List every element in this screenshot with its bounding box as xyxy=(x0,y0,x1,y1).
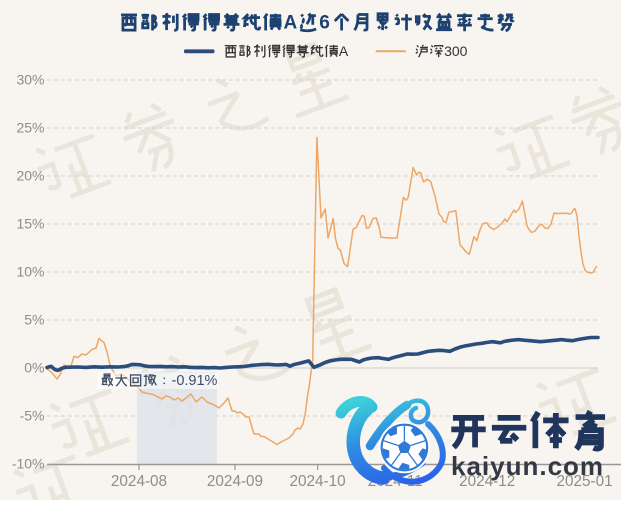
svg-text:2024-12: 2024-12 xyxy=(459,473,515,490)
svg-text:2024-08: 2024-08 xyxy=(111,473,167,490)
svg-text:0%: 0% xyxy=(24,360,44,376)
svg-text:5%: 5% xyxy=(24,312,44,328)
svg-text:-10%: -10% xyxy=(12,456,45,472)
svg-text:10%: 10% xyxy=(16,264,44,280)
svg-text:A: A xyxy=(284,13,298,34)
svg-text:15%: 15% xyxy=(16,216,44,232)
svg-text:20%: 20% xyxy=(16,168,44,184)
svg-text:6: 6 xyxy=(319,13,330,34)
svg-text:A: A xyxy=(339,43,349,59)
svg-text:2025-01: 2025-01 xyxy=(557,473,613,490)
svg-text:300: 300 xyxy=(444,43,468,59)
svg-text:30%: 30% xyxy=(16,72,44,88)
svg-text:kaiyun.com: kaiyun.com xyxy=(451,451,604,481)
svg-text:-0.91%: -0.91% xyxy=(172,373,218,389)
svg-text:25%: 25% xyxy=(16,120,44,136)
svg-text:2024-09: 2024-09 xyxy=(207,473,263,490)
svg-text:2024-10: 2024-10 xyxy=(290,473,346,490)
svg-text:-5%: -5% xyxy=(20,408,45,424)
